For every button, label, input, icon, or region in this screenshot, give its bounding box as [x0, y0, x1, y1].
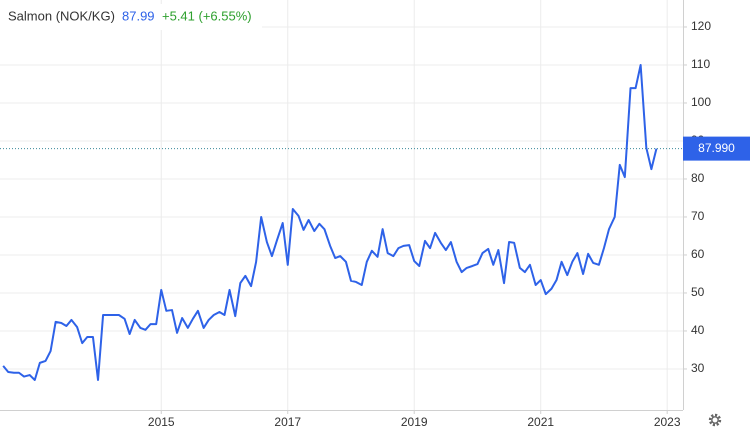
x-tick-label: 2015	[148, 415, 175, 429]
x-tick-label: 2017	[274, 415, 301, 429]
y-tick-label: 50	[691, 285, 705, 299]
y-tick-label: 70	[691, 209, 705, 223]
change: +5.41 (+6.55%)	[162, 8, 252, 23]
price: 87.99	[122, 8, 155, 23]
y-tick-label: 40	[691, 323, 705, 337]
y-tick-label: 110	[691, 57, 710, 71]
y-tick-label: 60	[691, 247, 705, 261]
instrument-name: Salmon (NOK/KG)	[8, 8, 115, 23]
plot	[0, 63, 683, 381]
x-tick-label: 2023	[654, 415, 681, 429]
settings-icon[interactable]	[708, 413, 722, 427]
last-value-tag: 87.990	[698, 141, 735, 155]
x-tick-label: 2021	[527, 415, 554, 429]
y-tick-label: 80	[691, 171, 705, 185]
y-tick-label: 120	[691, 19, 711, 33]
x-tick-label: 2019	[401, 415, 428, 429]
y-tick-label: 100	[691, 95, 711, 109]
price-line	[2, 63, 658, 381]
grid	[0, 0, 683, 410]
y-tick-label: 30	[691, 361, 705, 375]
header-bg	[0, 4, 262, 30]
last-value-tag-bg	[683, 136, 750, 161]
